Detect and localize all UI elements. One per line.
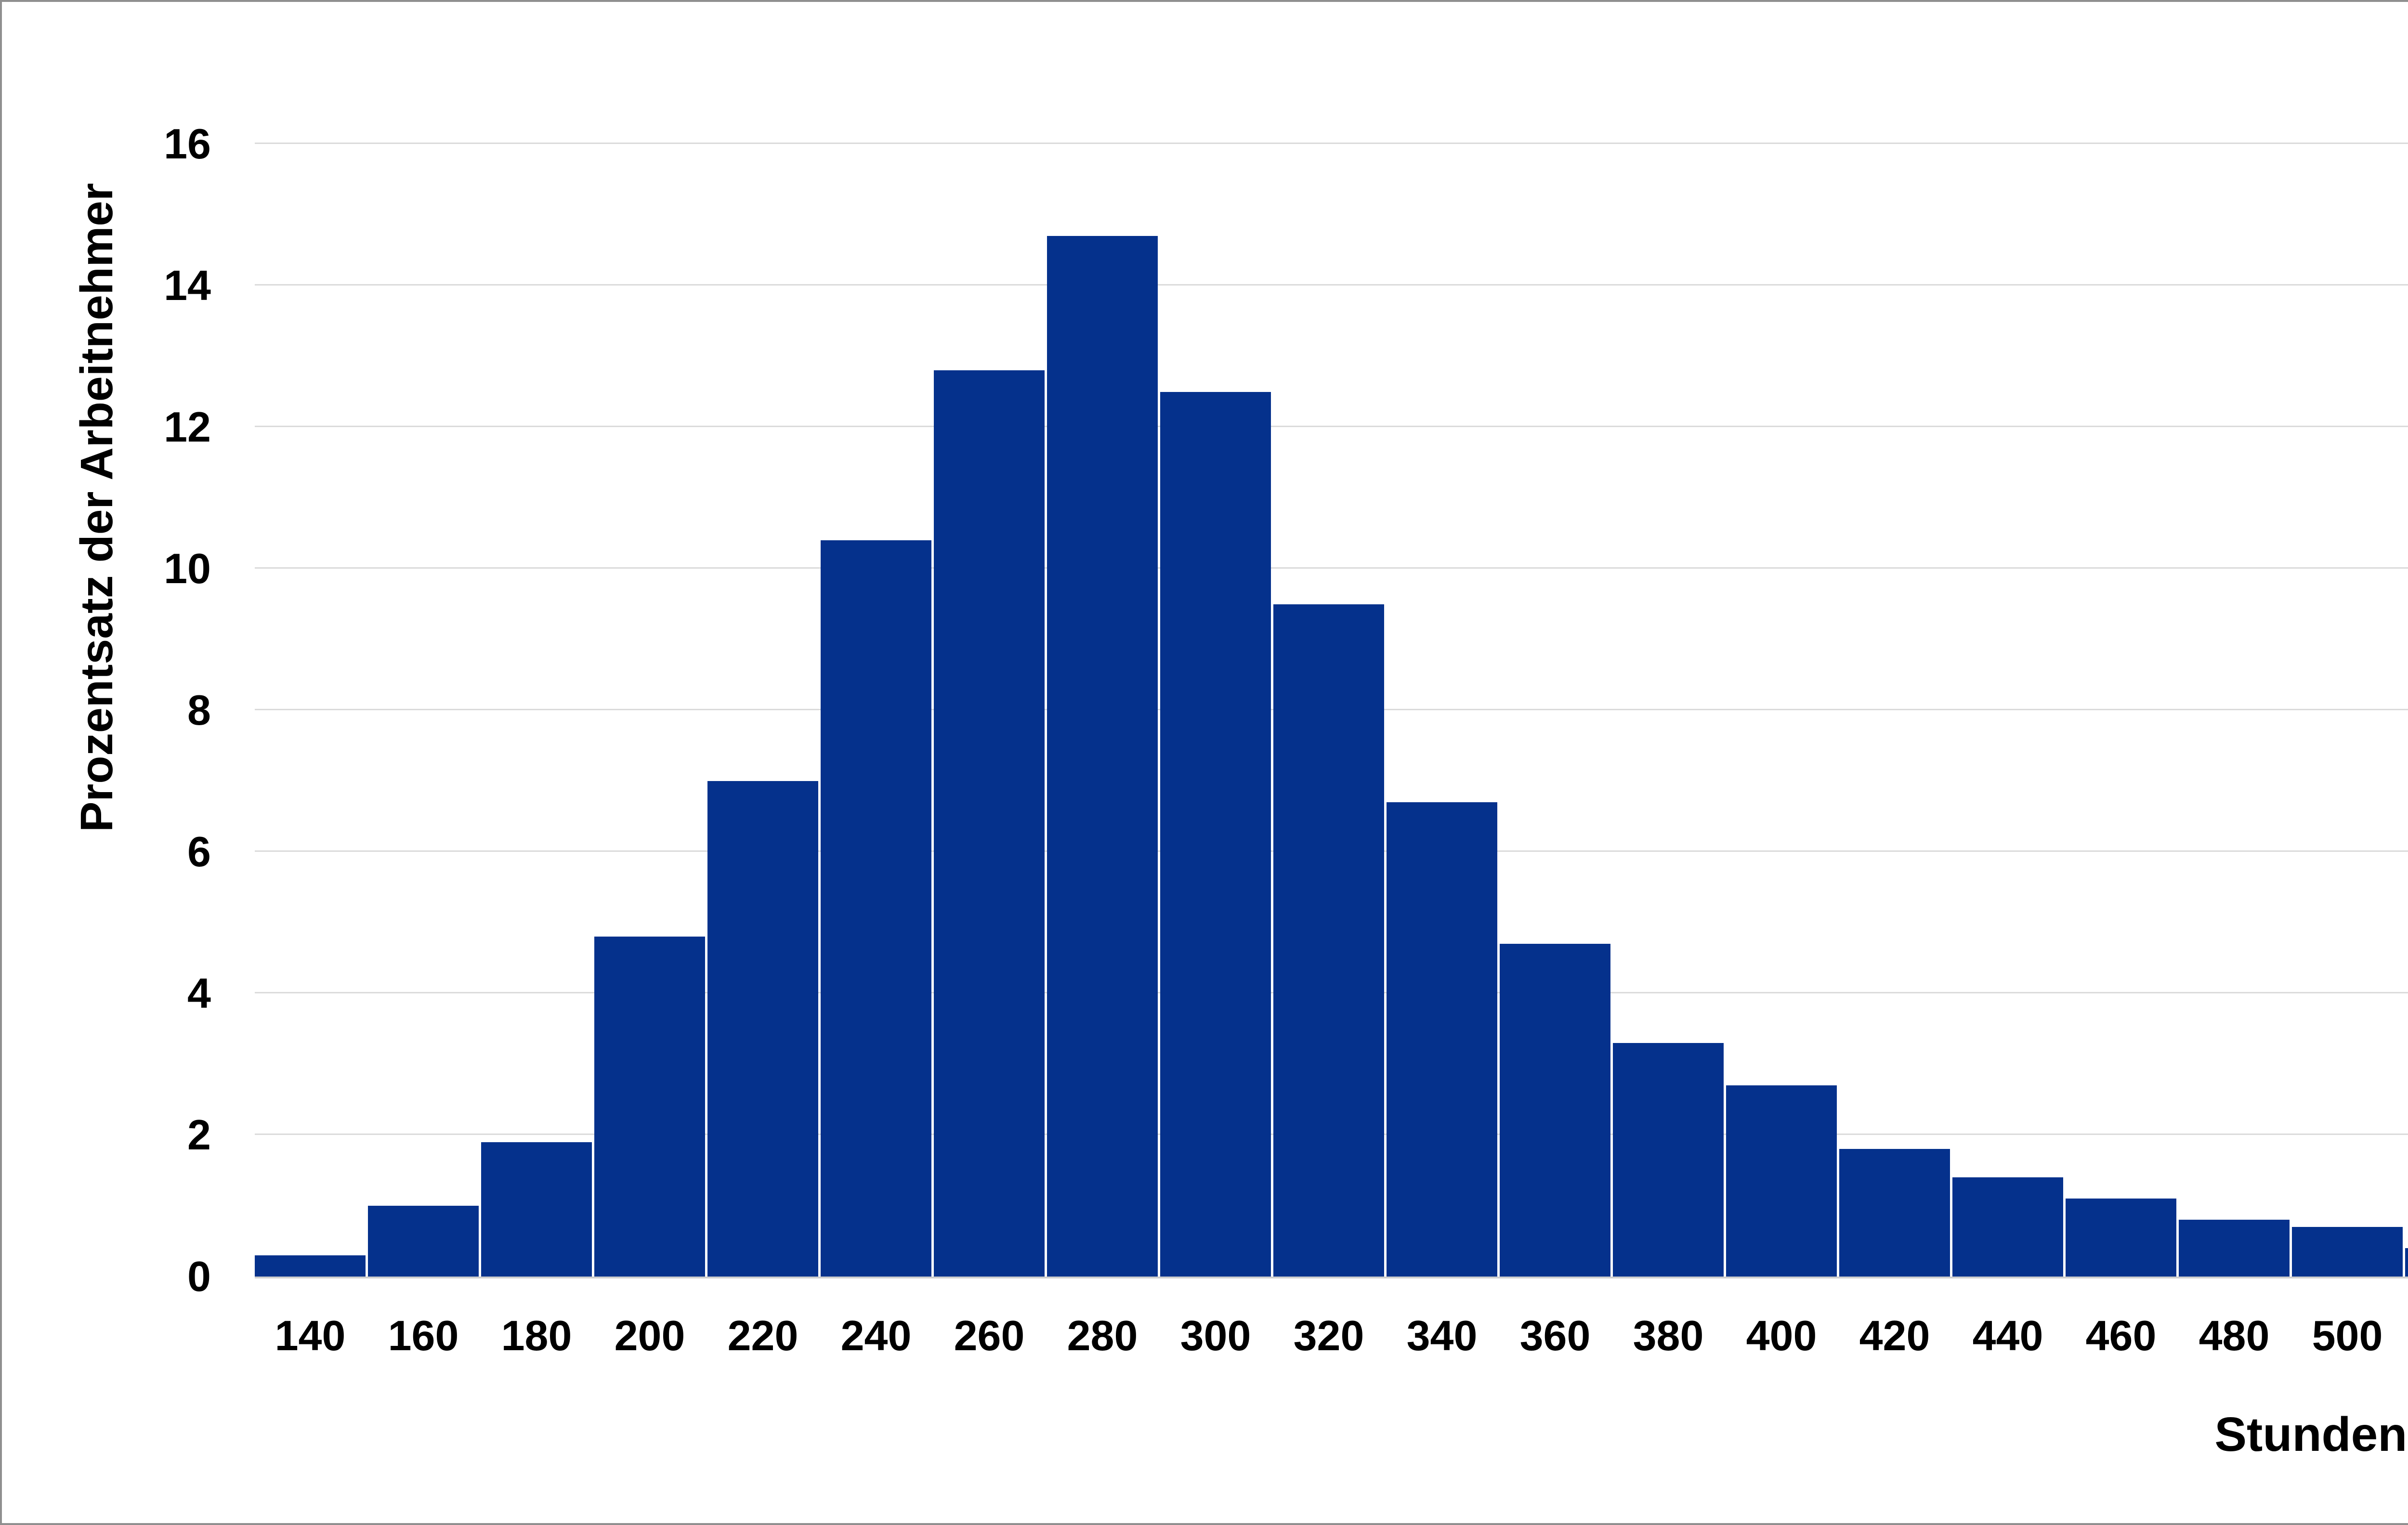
histogram-bar-440 [1952, 1177, 2063, 1277]
x-tick-label-460: 460 [2085, 1312, 2157, 1359]
gridline-y-10 [255, 567, 2408, 569]
x-tick-label-280: 280 [1067, 1312, 1138, 1359]
x-tick-label-500: 500 [2312, 1312, 2383, 1359]
histogram-bar-320 [1273, 604, 1384, 1277]
gridline-y-12 [255, 426, 2408, 427]
x-tick-label-340: 340 [1406, 1312, 1478, 1359]
x-tick-label-240: 240 [840, 1312, 912, 1359]
x-tick-label-260: 260 [954, 1312, 1025, 1359]
x-tick-label-140: 140 [275, 1312, 346, 1359]
x-tick-label-380: 380 [1633, 1312, 1704, 1359]
histogram-bar-340 [1387, 802, 1497, 1277]
histogram-bar-460 [2066, 1199, 2176, 1277]
x-tick-label-160: 160 [388, 1312, 459, 1359]
bars-container [255, 144, 2408, 1277]
histogram-bar-400 [1726, 1085, 1837, 1277]
histogram-bar-280 [1047, 236, 1158, 1277]
histogram-bar-480 [2179, 1220, 2290, 1277]
histogram-bar-140 [255, 1255, 366, 1277]
plot-area [255, 143, 2408, 1278]
x-tick-label-360: 360 [1519, 1312, 1591, 1359]
y-tick-label-0: 0 [187, 1252, 211, 1300]
x-axis-line [255, 1277, 2408, 1278]
x-tick-label-200: 200 [614, 1312, 685, 1359]
histogram-bar-180 [481, 1142, 592, 1277]
histogram-bar-360 [1500, 944, 1610, 1277]
x-tick-label-520: 520 [2405, 1313, 2408, 1359]
x-tick-label-440: 440 [1972, 1312, 2043, 1359]
y-tick-label-4: 4 [187, 969, 211, 1017]
histogram-bar-220 [707, 781, 818, 1277]
x-axis-title: Stundensatz in dänischen Kronen [2214, 1408, 2408, 1461]
y-tick-label-8: 8 [187, 686, 211, 734]
y-tick-label-10: 10 [164, 545, 211, 592]
histogram-bar-160 [368, 1206, 479, 1277]
histogram-bar-200 [594, 937, 705, 1277]
y-tick-label-2: 2 [187, 1111, 211, 1159]
x-axis-tick-labels: 140 160 180 200 220 240 260 280 300 320 340 360 380 4… [255, 1313, 2408, 1359]
histogram-bar-380 [1613, 1043, 1724, 1277]
y-tick-label-16: 16 [164, 120, 211, 168]
x-tick-label-180: 180 [501, 1312, 572, 1359]
gridline-y-16 [255, 143, 2408, 144]
x-tick-label-300: 300 [1180, 1312, 1251, 1359]
histogram-bar-420 [1839, 1149, 1950, 1277]
histogram-bar-520 [2405, 1248, 2408, 1277]
gridline-y-14 [255, 284, 2408, 286]
histogram-bar-500 [2292, 1227, 2403, 1277]
y-tick-label-14: 14 [164, 261, 211, 309]
x-tick-label-220: 220 [727, 1312, 798, 1359]
histogram-bar-260 [934, 370, 1045, 1277]
y-tick-label-12: 12 [164, 403, 211, 451]
x-tick-label-400: 400 [1746, 1312, 1817, 1359]
y-axis-title: Prozentsatz der Arbeitnehmer [71, 183, 122, 832]
y-tick-label-6: 6 [187, 828, 211, 875]
histogram-bar-300 [1160, 391, 1271, 1277]
x-tick-label-480: 480 [2199, 1312, 2270, 1359]
x-tick-label-420: 420 [1859, 1312, 1930, 1359]
x-tick-label-320: 320 [1293, 1312, 1364, 1359]
histogram-bar-240 [821, 540, 931, 1277]
